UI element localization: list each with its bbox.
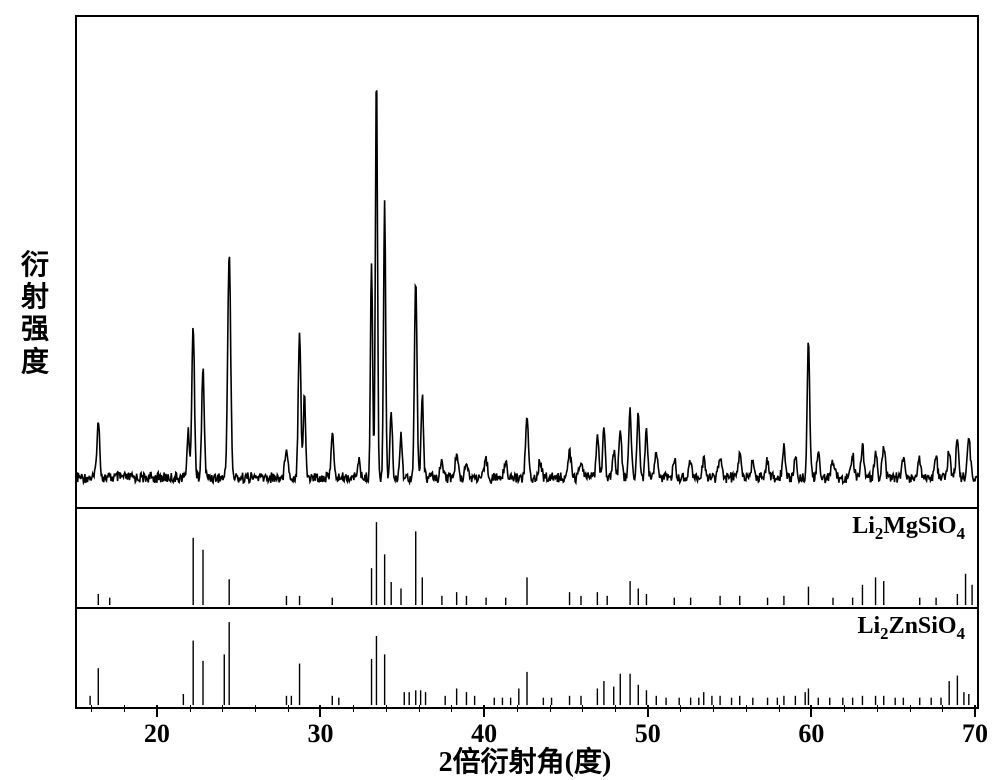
xrd-trace xyxy=(77,17,977,507)
panel-ref-li2znsio4: Li2ZnSiO4 xyxy=(77,607,977,707)
figure-root: 衍射强度 Li2MgSiO4 Li2ZnSiO4 203040506070 2倍… xyxy=(0,0,1000,780)
ref1-sticks xyxy=(77,509,977,607)
ref2-sticks xyxy=(77,609,977,707)
panel-measured-xrd xyxy=(77,17,977,507)
plot-frame: Li2MgSiO4 Li2ZnSiO4 xyxy=(75,15,979,709)
x-axis-label: 2倍衍射角(度) xyxy=(75,740,975,780)
x-axis-ticks: 203040506070 xyxy=(75,705,975,723)
y-axis-label: 衍射强度 xyxy=(20,250,50,379)
ref2-label: Li2ZnSiO4 xyxy=(857,613,965,644)
panel-ref-li2mgsio4: Li2MgSiO4 xyxy=(77,507,977,607)
ref1-label: Li2MgSiO4 xyxy=(852,513,965,544)
